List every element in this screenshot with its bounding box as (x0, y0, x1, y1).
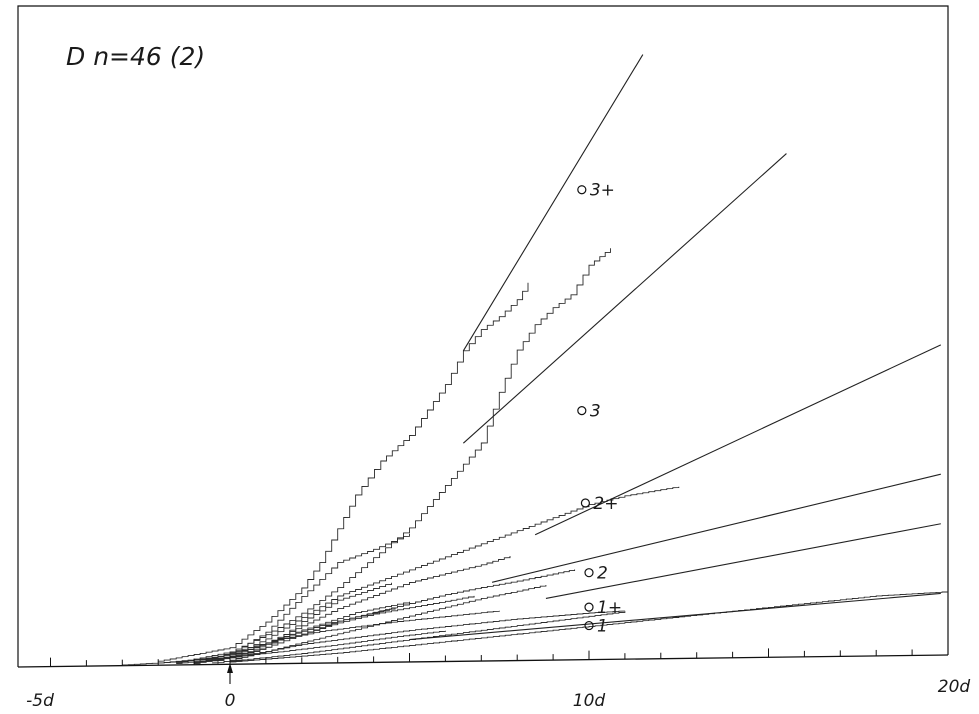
point-label: 1+ (597, 598, 622, 618)
reference-lines (409, 54, 942, 641)
event-arrow-head (227, 663, 233, 673)
point-label: 2 (597, 564, 608, 584)
plot-frame (17, 5, 949, 668)
point-marker (584, 620, 594, 631)
series-step-line (122, 630, 446, 666)
series-step-line (158, 282, 529, 662)
point-label: 3+ (590, 181, 615, 201)
reference-line (409, 592, 941, 641)
reference-line (462, 54, 644, 352)
x-tick-label: 0 (225, 691, 236, 711)
reference-line (491, 473, 941, 583)
reference-line (534, 344, 942, 536)
x-axis-baseline (17, 654, 949, 668)
reference-line (462, 153, 787, 444)
point-marker (584, 568, 594, 578)
series-step-line (194, 601, 410, 663)
series-layer (122, 248, 949, 666)
point-labels: 3+ 3 2+ 2 1+1 (577, 181, 622, 637)
series-step-line (229, 591, 949, 663)
series-step-line (194, 486, 680, 664)
x-axis-ticks: -5d 0 10d 20d (26, 646, 970, 711)
plot-border (17, 5, 949, 667)
series-step-line (230, 582, 392, 661)
point-marker (577, 406, 587, 416)
point-label: 3 (590, 402, 601, 422)
point-marker (577, 185, 587, 195)
point-marker (584, 602, 594, 612)
series-step-line (176, 248, 611, 664)
x-tick-label: -5d (26, 691, 54, 711)
x-tick-label: 10d (573, 691, 606, 711)
series-step-line (229, 611, 626, 662)
point-label: 1 (597, 617, 608, 637)
series-step-line (176, 533, 410, 664)
event-marker-arrow (227, 663, 233, 684)
point-marker (580, 498, 591, 508)
chart-title: D n=46 (2) (66, 42, 205, 71)
x-tick-label: 20d (938, 677, 971, 697)
point-label: 2+ (593, 494, 618, 514)
series-step-line (212, 607, 396, 663)
reference-line (545, 523, 941, 599)
